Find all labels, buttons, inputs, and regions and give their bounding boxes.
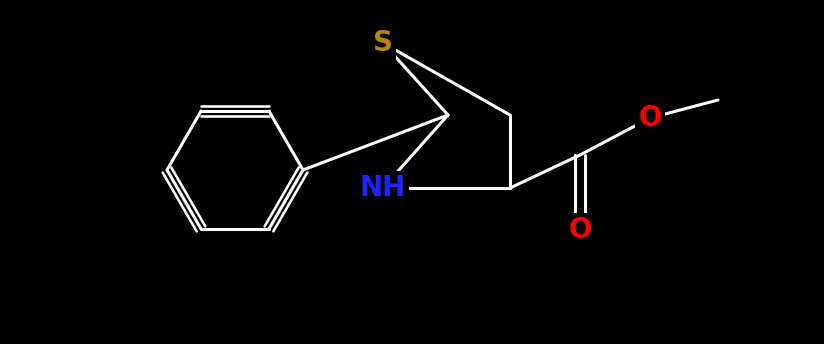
Text: S: S <box>373 29 393 57</box>
Text: NH: NH <box>360 174 406 202</box>
Text: O: O <box>569 216 592 244</box>
Text: O: O <box>639 104 662 132</box>
